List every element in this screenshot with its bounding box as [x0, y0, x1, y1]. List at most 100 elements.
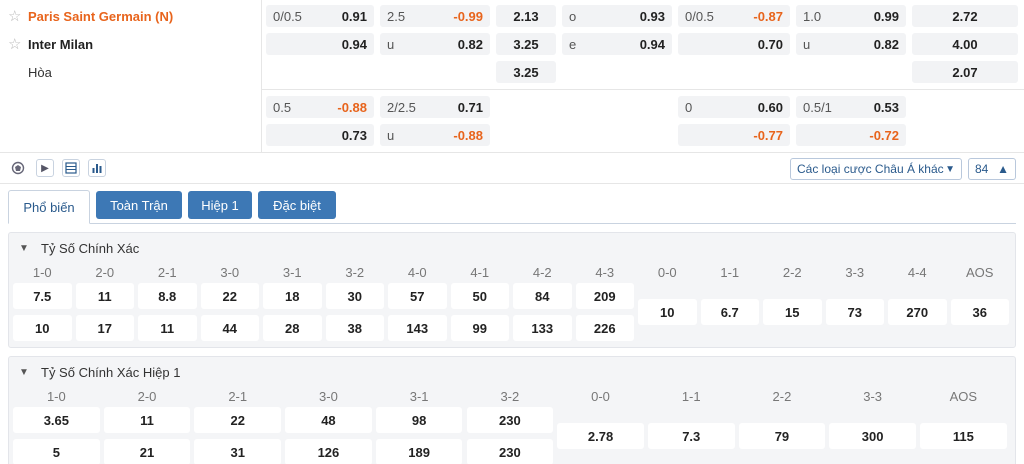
odds-cell-alt-hdp-home[interactable]: 0.5 -0.88 — [266, 96, 374, 118]
odds-cell-h1-ou-over[interactable]: 1.0 0.99 — [796, 5, 906, 27]
star-icon[interactable]: ☆ — [8, 7, 22, 25]
hdp-line: 0.5 — [273, 99, 292, 115]
score-odds-away[interactable]: 21 — [103, 439, 191, 464]
score-odds-level[interactable]: 79 — [738, 423, 826, 449]
score-odds-away[interactable]: 31 — [194, 439, 282, 464]
score-odds-home[interactable]: 18 — [263, 283, 322, 309]
dropdown-label: Các loại cược Châu Á khác — [797, 162, 944, 176]
score-odds-away[interactable]: 226 — [575, 315, 634, 341]
tab-first-half[interactable]: Hiệp 1 — [188, 191, 252, 219]
score-odds-home[interactable]: 11 — [103, 407, 191, 433]
odds-cell-alt-h1-ou-over[interactable]: 0.5/1 0.53 — [796, 96, 906, 118]
score-header: 2-1 — [228, 388, 248, 404]
odds-cell-alt-ou-under[interactable]: u -0.88 — [380, 124, 490, 146]
oe-label: e — [569, 36, 577, 52]
odds-cell-alt-h1-ou-under[interactable]: -0.72 — [796, 124, 906, 146]
draw-row: Hòa — [8, 62, 52, 82]
odds-cell-ou-over[interactable]: 2.5 -0.99 — [380, 5, 490, 27]
score-header: 3-1 — [282, 264, 302, 280]
score-odds-home[interactable]: 7.5 — [13, 283, 72, 309]
score-odds-home[interactable]: 50 — [450, 283, 509, 309]
score-odds-level[interactable]: 2.78 — [557, 423, 644, 449]
score-odds-level[interactable]: 300 — [829, 423, 916, 449]
score-odds-level[interactable]: 270 — [888, 299, 947, 325]
odds-cell-ou-under[interactable]: u 0.82 — [380, 33, 490, 55]
tab-special[interactable]: Đặc biệt — [258, 191, 336, 219]
tab-popular[interactable]: Phổ biến — [8, 190, 90, 224]
score-odds-away[interactable]: 10 — [13, 315, 72, 341]
score-header: 3-2 — [500, 388, 520, 404]
odds-cell-oe-odd[interactable]: o 0.93 — [562, 5, 672, 27]
stats-table-icon[interactable] — [62, 159, 80, 177]
team-away-name[interactable]: Inter Milan — [28, 36, 94, 52]
score-odds-away[interactable]: 126 — [285, 439, 372, 464]
odds-value: 0.99 — [873, 8, 899, 24]
score-odds-home[interactable]: 11 — [75, 283, 134, 309]
score-odds-level[interactable]: 10 — [638, 299, 697, 325]
odds-value: -0.72 — [869, 127, 899, 143]
lineup-icon[interactable] — [9, 159, 27, 177]
odds-cell-h1-hdp-home[interactable]: 0/0.5 -0.87 — [678, 5, 790, 27]
score-odds-level[interactable]: 115 — [920, 423, 1007, 449]
odds-cell-1x2-home[interactable]: 2.13 — [496, 5, 556, 27]
score-odds-away[interactable]: 5 — [13, 439, 100, 464]
odds-cell-alt-ou-over[interactable]: 2/2.5 0.71 — [380, 96, 490, 118]
odds-cell-h1-1x2-away[interactable]: 4.00 — [912, 33, 1018, 55]
bar-chart-icon[interactable] — [88, 159, 106, 177]
score-odds-level[interactable]: 73 — [825, 299, 884, 325]
section-header[interactable]: ▼ Tỷ Số Chính Xác — [19, 239, 139, 257]
odds-cell-alt-h1-hdp-away[interactable]: -0.77 — [678, 124, 790, 146]
score-odds-home[interactable]: 30 — [325, 283, 384, 309]
score-odds-home[interactable]: 230 — [466, 407, 554, 433]
odds-cell-h1-hdp-away[interactable]: 0.70 — [678, 33, 790, 55]
score-odds-away[interactable]: 38 — [325, 315, 384, 341]
score-odds-home[interactable]: 22 — [194, 407, 282, 433]
odds-cell-1x2-draw[interactable]: 3.25 — [496, 61, 556, 83]
markets-count-toggle[interactable]: 84 ▲ — [968, 158, 1016, 180]
correct-score-h1-section: ▼ Tỷ Số Chính Xác Hiệp 1 1-0 3.65 5 2-0 11 21… — [8, 356, 1016, 464]
score-odds-home[interactable]: 84 — [513, 283, 572, 309]
ou-line: 1.0 — [803, 8, 822, 24]
ou-label: u — [387, 36, 395, 52]
star-icon[interactable]: ☆ — [8, 35, 22, 53]
odds-cell-h1-ou-under[interactable]: u 0.82 — [796, 33, 906, 55]
score-odds-away[interactable]: 133 — [513, 315, 572, 341]
score-odds-home[interactable]: 3.65 — [13, 407, 100, 433]
score-odds-home[interactable]: 22 — [200, 283, 259, 309]
odds-cell-alt-hdp-away[interactable]: 0.73 — [266, 124, 374, 146]
score-odds-away[interactable]: 99 — [450, 315, 509, 341]
score-odds-level[interactable]: 6.7 — [700, 299, 759, 325]
score-odds-away[interactable]: 11 — [138, 315, 197, 341]
odds-cell-oe-even[interactable]: e 0.94 — [562, 33, 672, 55]
score-odds-level[interactable]: 7.3 — [647, 423, 735, 449]
score-odds-home[interactable]: 209 — [575, 283, 634, 309]
odds-cell-hdp-away[interactable]: 0.94 — [266, 33, 374, 55]
score-odds-away[interactable]: 230 — [466, 439, 554, 464]
score-header: 3-2 — [345, 264, 365, 280]
score-odds-level[interactable]: 36 — [950, 299, 1009, 325]
market-tabs: Phổ biến Toàn Trận Hiệp 1 Đặc biệt — [8, 190, 1016, 224]
score-odds-away[interactable]: 189 — [375, 439, 463, 464]
odds-cell-hdp-home[interactable]: 0/0.5 0.91 — [266, 5, 374, 27]
section-header[interactable]: ▼ Tỷ Số Chính Xác Hiệp 1 — [19, 363, 180, 381]
odds-cell-alt-h1-hdp-home[interactable]: 0 0.60 — [678, 96, 790, 118]
score-odds-home[interactable]: 98 — [375, 407, 463, 433]
odds-value: 0.53 — [873, 99, 899, 115]
score-odds-level[interactable]: 15 — [763, 299, 822, 325]
play-icon[interactable]: ▶ — [36, 159, 54, 177]
bet-type-dropdown[interactable]: Các loại cược Châu Á khác ▼ — [790, 158, 962, 180]
odds-value: 0.93 — [639, 8, 665, 24]
odds-cell-1x2-away[interactable]: 3.25 — [496, 33, 556, 55]
score-odds-away[interactable]: 143 — [388, 315, 447, 341]
score-odds-home[interactable]: 57 — [388, 283, 447, 309]
score-odds-away[interactable]: 17 — [75, 315, 134, 341]
score-odds-home[interactable]: 48 — [285, 407, 372, 433]
score-odds-away[interactable]: 28 — [263, 315, 322, 341]
chevron-down-icon: ▼ — [945, 163, 955, 175]
tab-full-time[interactable]: Toàn Trận — [96, 191, 182, 219]
odds-cell-h1-1x2-draw[interactable]: 2.07 — [912, 61, 1018, 83]
odds-cell-h1-1x2-home[interactable]: 2.72 — [912, 5, 1018, 27]
team-home-name[interactable]: Paris Saint Germain (N) — [28, 8, 174, 24]
score-odds-home[interactable]: 8.8 — [138, 283, 197, 309]
score-odds-away[interactable]: 44 — [200, 315, 259, 341]
